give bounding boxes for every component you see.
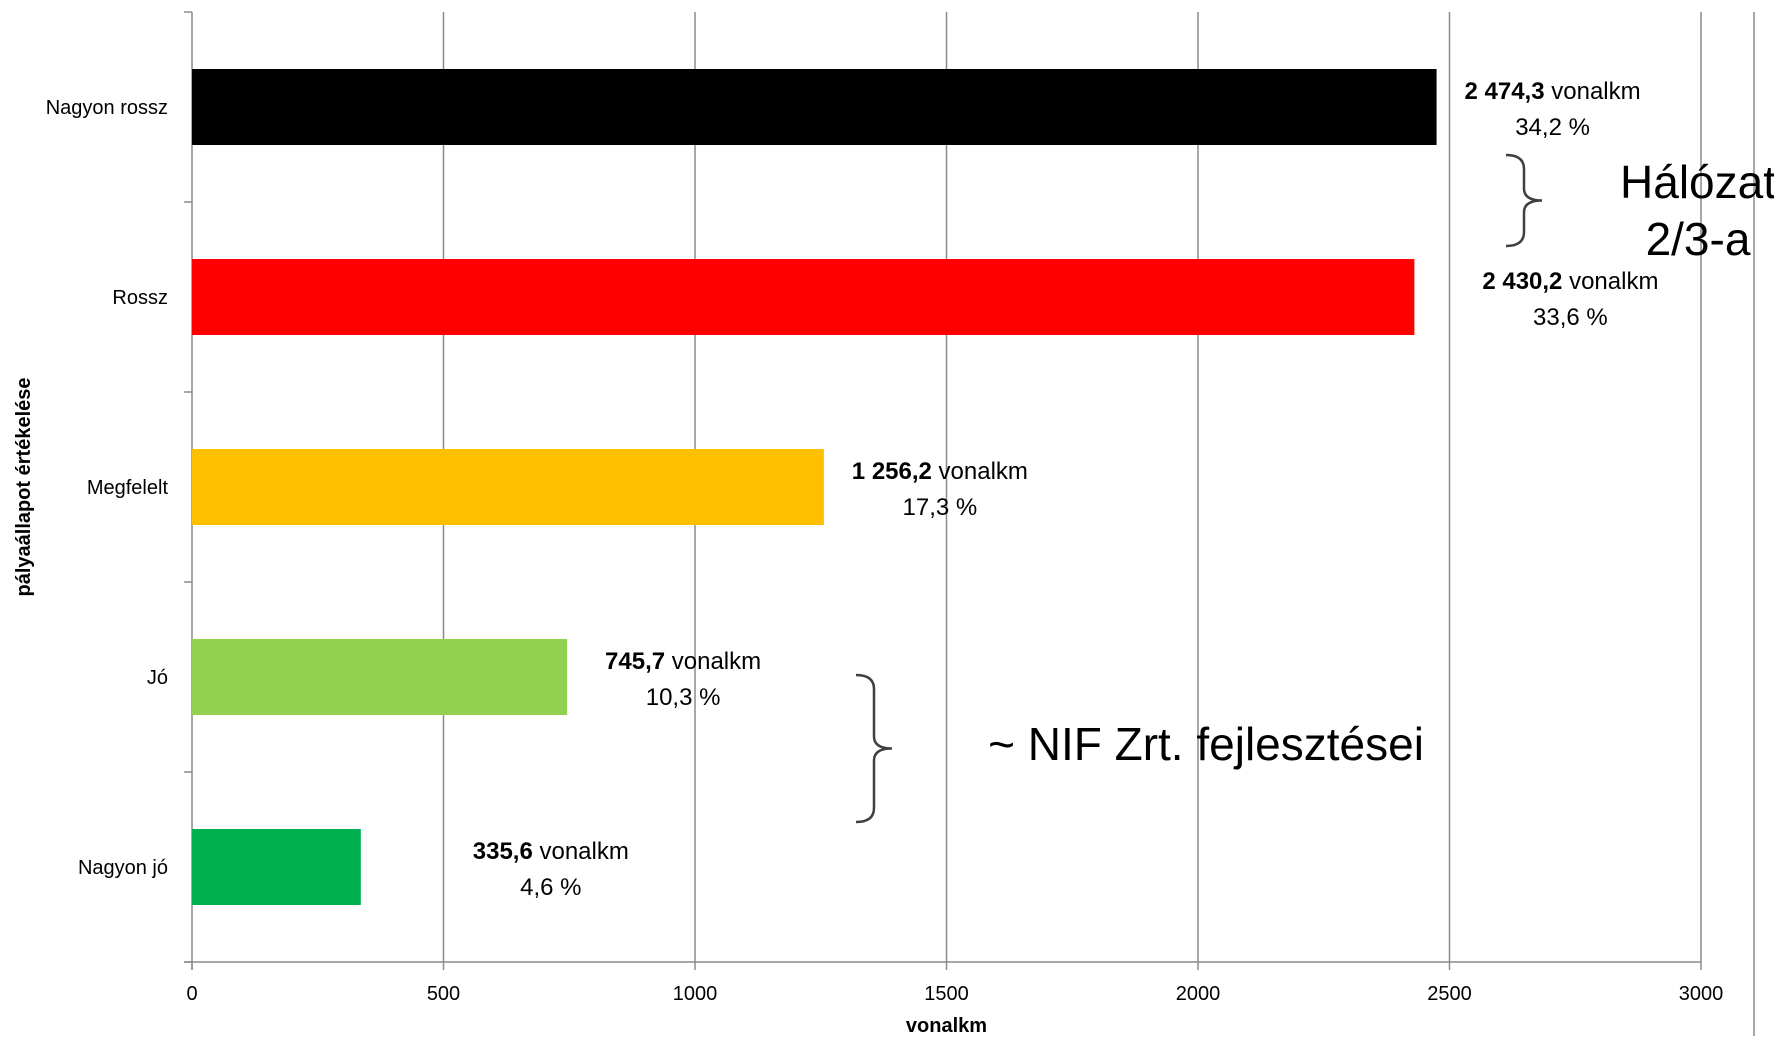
data-label-value: 2 474,3 vonalkm [1465,78,1641,105]
x-tick-label: 3000 [1679,983,1724,1005]
data-label-value: 1 256,2 vonalkm [852,458,1028,485]
x-tick-label: 0 [186,983,197,1005]
bar [192,259,1415,335]
data-label-value: 745,7 vonalkm [605,648,761,675]
data-label-percent: 10,3 % [646,684,721,711]
data-label-unit: vonalkm [932,458,1028,485]
data-label-number: 2 474,3 [1465,78,1545,105]
data-label-number: 1 256,2 [852,458,932,485]
data-label-unit: vonalkm [1545,78,1641,105]
data-label-number: 335,6 [473,838,533,865]
data-label-number: 745,7 [605,648,665,675]
x-axis-title: vonalkm [906,1015,987,1036]
data-label-unit: vonalkm [1562,268,1658,295]
annotation-network-line2: 2/3-a [1646,213,1751,265]
x-tick-label: 500 [427,983,460,1005]
data-label-value: 335,6 vonalkm [473,838,629,865]
data-label-unit: vonalkm [665,648,761,675]
y-axis-title: pályaállapot értékelése [13,377,35,596]
x-tick-label: 1500 [924,983,969,1005]
x-tick-label: 2500 [1427,983,1472,1005]
x-tick-label: 1000 [673,983,718,1005]
category-label: Megfelelt [87,477,169,499]
data-label-percent: 33,6 % [1533,304,1608,331]
data-label-value: 2 430,2 vonalkm [1482,268,1658,295]
category-label: Jó [147,667,168,689]
bracket-top [1505,153,1543,248]
data-label-percent: 4,6 % [520,874,581,901]
data-label-unit: vonalkm [533,838,629,865]
category-label: Nagyon rossz [46,97,168,119]
x-tick-label: 2000 [1176,983,1221,1005]
bar [192,449,824,525]
annotation-nif: ~ NIF Zrt. fejlesztései [988,718,1424,770]
bar [192,639,568,715]
data-label-number: 2 430,2 [1482,268,1562,295]
data-label-percent: 17,3 % [903,494,978,521]
category-label: Nagyon jó [78,857,168,879]
bar [192,69,1437,145]
annotation-network-line1: Hálózat [1620,156,1774,208]
category-label: Rossz [112,287,168,309]
bracket-bottom [855,673,893,824]
bar [192,829,361,905]
data-label-percent: 34,2 % [1515,114,1590,141]
